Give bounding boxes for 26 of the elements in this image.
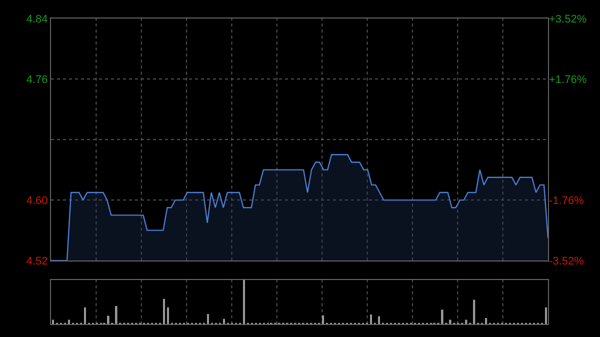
bar	[243, 280, 245, 324]
y2-tick-label: -3.52%	[549, 255, 584, 268]
bar	[545, 307, 547, 324]
bar	[207, 314, 209, 324]
bar	[441, 310, 444, 324]
bar	[52, 320, 54, 324]
y2-tick-label: -1.76%	[549, 194, 584, 207]
bar	[163, 298, 166, 324]
bar	[485, 318, 488, 324]
bar	[167, 307, 169, 324]
bar	[473, 300, 476, 324]
bar	[449, 320, 452, 324]
y-tick-label: 4.60	[26, 194, 48, 207]
bar	[370, 314, 372, 324]
y-tick-label: 4.84	[26, 13, 48, 26]
y-tick-label: 4.52	[26, 255, 48, 268]
y2-tick-label: +1.76%	[549, 74, 587, 86]
bar	[84, 307, 86, 324]
y-tick-label: 4.76	[26, 74, 48, 86]
bar	[107, 316, 110, 324]
bar	[223, 318, 225, 324]
bar	[115, 306, 118, 324]
bar	[322, 315, 324, 324]
y2-tick-label: +3.52%	[549, 13, 587, 26]
bar	[378, 316, 380, 324]
bar	[68, 320, 70, 324]
